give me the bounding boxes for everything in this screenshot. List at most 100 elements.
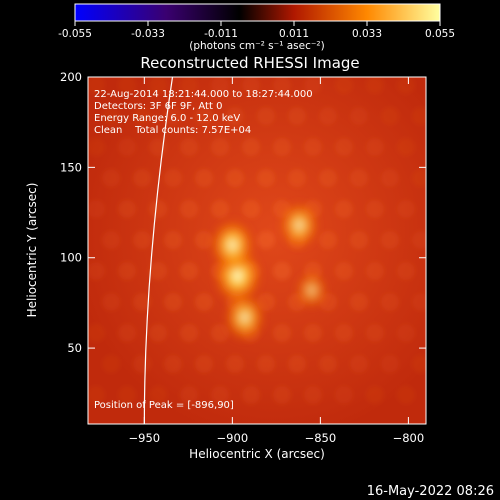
- ripple-spot: [164, 231, 182, 249]
- ripple-spot: [288, 107, 306, 125]
- ripple-spot: [149, 262, 167, 280]
- ripple-spot: [366, 262, 384, 280]
- ripple-spot: [257, 169, 275, 187]
- ripple-spot: [226, 169, 244, 187]
- ripple-spot: [381, 293, 399, 311]
- ripple-spot: [397, 138, 415, 156]
- ripple-spot: [397, 324, 415, 342]
- ripple-spot: [412, 169, 426, 187]
- ripple-spot: [180, 262, 198, 280]
- ripple-spot: [149, 138, 167, 156]
- ripple-spot: [164, 169, 182, 187]
- ripple-spot: [195, 293, 213, 311]
- ripple-spot: [366, 77, 384, 94]
- ripple-spot: [211, 77, 229, 94]
- annotation-block: 22-Aug-2014 18:21:44.000 to 18:27:44.000…: [94, 89, 313, 136]
- source-blobs: [208, 200, 329, 343]
- ripple-spot: [304, 324, 322, 342]
- ripple-spot: [366, 324, 384, 342]
- ripple-spot: [412, 107, 426, 125]
- ripple-spot: [273, 138, 291, 156]
- ripple-spot: [319, 355, 337, 373]
- ripple-spot: [381, 169, 399, 187]
- ripple-spot: [195, 355, 213, 373]
- x-tick-label: −800: [393, 431, 425, 445]
- colorbar-tick-label: -0.033: [131, 28, 165, 40]
- solar-limb-arc: [143, 77, 174, 424]
- ripple-spot: [164, 107, 182, 125]
- ripple-spot: [133, 231, 151, 249]
- ripple-spot: [335, 386, 353, 404]
- ripple-spot: [397, 262, 415, 280]
- annotation-energy: Energy Range: 6.0 - 12.0 keV: [94, 113, 240, 124]
- ripple-spot: [242, 386, 260, 404]
- ripple-spot: [149, 200, 167, 218]
- source-blob: [222, 291, 267, 343]
- ripple-spot: [273, 324, 291, 342]
- ripple-spot: [211, 386, 229, 404]
- peak-position-label: Position of Peak = [-896,90]: [94, 400, 234, 411]
- colorbar-gradient: [74, 3, 441, 22]
- ripple-spot: [149, 324, 167, 342]
- colorbar-tick-label: -0.011: [204, 28, 238, 40]
- ripple-spot: [211, 138, 229, 156]
- ripple-spot: [273, 262, 291, 280]
- ripple-spot: [335, 138, 353, 156]
- x-axis-label: Heliocentric X (arcsec): [189, 447, 325, 461]
- y-tick-label: 150: [60, 160, 82, 174]
- y-tick-label: 50: [67, 341, 82, 355]
- x-tick-label: −950: [129, 431, 161, 445]
- ripple-spot: [412, 355, 426, 373]
- ripple-spot: [102, 107, 120, 125]
- ripple-spot: [335, 200, 353, 218]
- ripple-spot: [288, 355, 306, 373]
- ripple-spot: [304, 138, 322, 156]
- ripple-spot: [180, 138, 198, 156]
- ripple-spot: [102, 355, 120, 373]
- ripple-spot: [149, 77, 167, 94]
- ripple-spot: [180, 77, 198, 94]
- ripple-spot: [88, 200, 105, 218]
- ripple-spot: [257, 107, 275, 125]
- ripple-spot: [273, 77, 291, 94]
- ripple-spot: [242, 200, 260, 218]
- y-tick-label: 100: [60, 251, 82, 265]
- colorbar: -0.055 -0.033 -0.011 0.011 0.033 0.055 (photo…: [58, 3, 455, 52]
- ripple-spot: [102, 169, 120, 187]
- ripple-spot: [164, 293, 182, 311]
- ripple-spot: [118, 386, 136, 404]
- ripple-spot: [257, 231, 275, 249]
- ripple-spot: [412, 231, 426, 249]
- colorbar-tick-label: 0.033: [352, 28, 382, 40]
- y-axis-ticks: 50 100 150 200: [60, 70, 426, 355]
- x-axis-ticks: −950 −900 −850 −800: [129, 77, 425, 445]
- ripple-spot: [273, 386, 291, 404]
- footer-date: 16-May-2022 08:26: [367, 484, 494, 499]
- ripple-spot: [242, 138, 260, 156]
- source-blob: [208, 217, 256, 273]
- ripple-spot: [88, 324, 105, 342]
- ripple-spot: [88, 386, 105, 404]
- ripple-spot: [335, 77, 353, 94]
- ripple-spot: [242, 77, 260, 94]
- chart-title: Reconstructed RHESSI Image: [140, 54, 359, 72]
- ripple-spot: [350, 293, 368, 311]
- ripple-spot: [350, 169, 368, 187]
- ripple-spot: [350, 231, 368, 249]
- x-tick-label: −900: [217, 431, 249, 445]
- ripple-spot: [412, 293, 426, 311]
- ripple-spot: [397, 200, 415, 218]
- annotation-detectors: Detectors: 3F 6F 9F, Att 0: [94, 101, 222, 112]
- ripple-spot: [88, 138, 105, 156]
- ripple-spot: [288, 169, 306, 187]
- colorbar-tick-label: 0.055: [425, 28, 455, 40]
- ripple-spot: [118, 138, 136, 156]
- ripple-spot: [180, 386, 198, 404]
- ripple-spot: [319, 169, 337, 187]
- heatmap-image: [88, 77, 426, 424]
- ripple-spot: [211, 324, 229, 342]
- source-blob: [294, 270, 329, 310]
- ripple-spot: [164, 355, 182, 373]
- colorbar-unit: (photons cm⁻² s⁻¹ asec⁻²): [189, 40, 324, 52]
- ripple-spot: [226, 107, 244, 125]
